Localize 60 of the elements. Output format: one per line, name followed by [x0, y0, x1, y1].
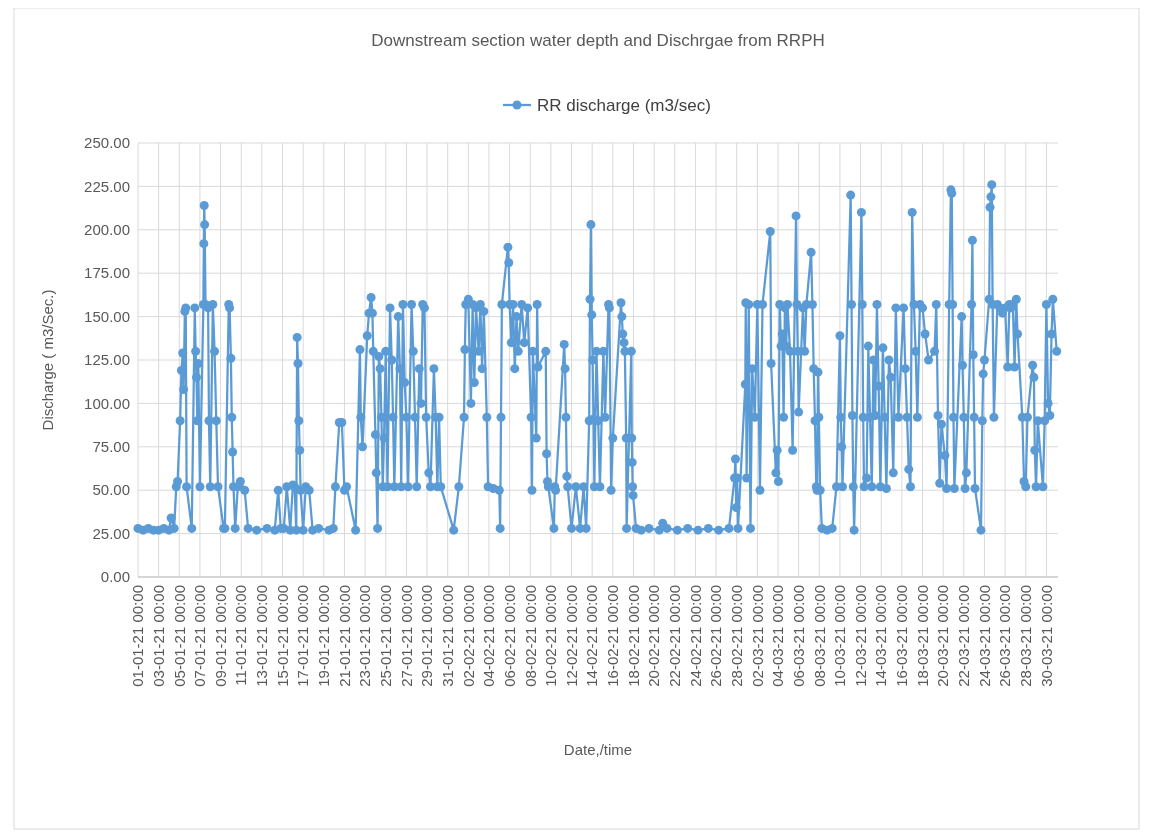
- y-tick-label: 0.00: [100, 568, 130, 586]
- x-tick-label: 14-03-21 00:00: [872, 585, 890, 687]
- x-tick-label: 25-01-21 00:00: [376, 585, 394, 687]
- x-tick-label: 08-03-21 00:00: [810, 585, 828, 687]
- x-tick-label: 11-01-21 00:00: [232, 585, 250, 686]
- x-tick-label: 22-02-21 00:00: [666, 585, 684, 687]
- x-tick-label: 24-02-21 00:00: [686, 585, 704, 687]
- x-tick-label: 14-02-21 00:00: [583, 585, 601, 687]
- chart-title: Downstream section water depth and Dischrgae from RRPH: [371, 31, 825, 50]
- y-tick-label: 125.00: [84, 351, 130, 369]
- x-axis-title: Date,/time: [563, 741, 633, 758]
- x-tick-label: 02-02-21 00:00: [459, 585, 477, 687]
- x-tick-label: 06-02-21 00:00: [500, 585, 518, 687]
- x-tick-label: 07-01-21 00:00: [191, 585, 209, 687]
- x-tick-label: 02-03-21 00:00: [748, 585, 766, 687]
- x-tick-label: 31-01-21 00:00: [438, 585, 456, 687]
- x-tick-label: 18-03-21 00:00: [913, 585, 931, 687]
- x-tick-label: 27-01-21 00:00: [397, 585, 415, 687]
- y-tick-label: 200.00: [84, 221, 130, 239]
- x-tick-label: 22-03-21 00:00: [955, 585, 973, 687]
- x-tick-label: 18-02-21 00:00: [624, 585, 642, 687]
- x-tick-label: 04-03-21 00:00: [769, 585, 787, 687]
- x-tick-label: 30-03-21 00:00: [1037, 585, 1055, 687]
- x-tick-label: 20-02-21 00:00: [645, 585, 663, 687]
- y-tick-label: 50.00: [92, 481, 130, 499]
- x-tick-label: 23-01-21 00:00: [356, 585, 374, 687]
- y-tick-label: 100.00: [84, 394, 130, 412]
- x-tick-label: 28-02-21 00:00: [727, 585, 745, 687]
- x-tick-label: 20-03-21 00:00: [934, 585, 952, 687]
- x-tick-label: 03-01-21 00:00: [149, 585, 167, 687]
- x-tick-label: 15-01-21 00:00: [273, 585, 291, 687]
- legend-label: RR discharge (m3/sec): [537, 95, 711, 115]
- x-tick-label: 12-03-21 00:00: [851, 585, 869, 687]
- x-tick-label: 16-02-21 00:00: [604, 585, 622, 687]
- x-tick-label: 05-01-21 00:00: [170, 585, 188, 687]
- y-tick-label: 25.00: [92, 524, 130, 542]
- x-tick-label: 04-02-21 00:00: [480, 585, 498, 687]
- x-tick-label: 13-01-21 00:00: [253, 585, 271, 687]
- x-tick-label: 12-02-21 00:00: [562, 585, 580, 687]
- x-tick-label: 09-01-21 00:00: [211, 585, 229, 687]
- x-tick-label: 24-03-21 00:00: [975, 585, 993, 687]
- y-tick-label: 150.00: [84, 307, 130, 325]
- x-tick-label: 26-03-21 00:00: [996, 585, 1014, 687]
- x-tick-label: 26-02-21 00:00: [707, 585, 725, 687]
- y-tick-label: 175.00: [84, 264, 130, 282]
- x-tick-label: 01-01-21 00:00: [129, 585, 147, 687]
- y-tick-label: 225.00: [84, 177, 130, 195]
- x-tick-label: 06-03-21 00:00: [789, 585, 807, 687]
- x-tick-label: 21-01-21 00:00: [335, 585, 353, 687]
- x-tick-label: 17-01-21 00:00: [294, 585, 312, 687]
- x-tick-label: 10-03-21 00:00: [831, 585, 849, 687]
- x-tick-label: 29-01-21 00:00: [418, 585, 436, 687]
- x-tick-label: 28-03-21 00:00: [1016, 585, 1034, 687]
- y-tick-label: 75.00: [92, 438, 130, 456]
- y-tick-label: 250.00: [84, 134, 130, 152]
- x-tick-label: 19-01-21 00:00: [315, 585, 333, 687]
- y-axis-title: Discharge ( m3/Sec.): [39, 289, 56, 431]
- x-tick-label: 10-02-21 00:00: [542, 585, 560, 687]
- x-tick-label: 08-02-21 00:00: [521, 585, 539, 687]
- x-tick-label: 16-03-21 00:00: [893, 585, 911, 687]
